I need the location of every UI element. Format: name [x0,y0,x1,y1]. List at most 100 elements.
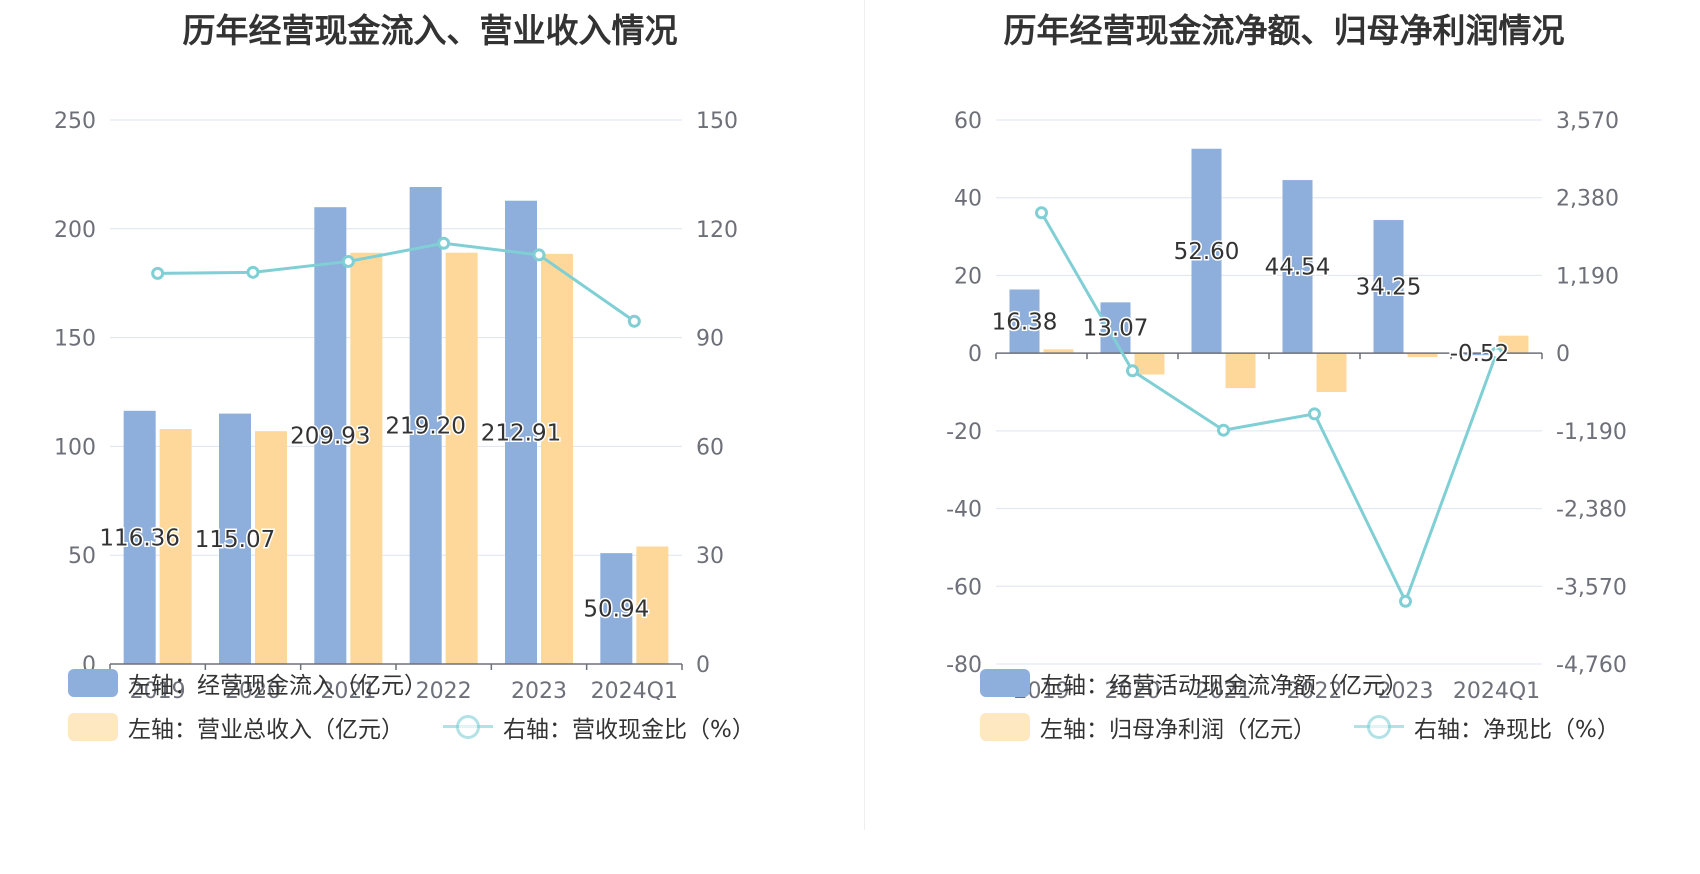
line-point [246,265,260,279]
x-tick-label: 2022 [416,679,472,700]
line-point [1490,346,1503,360]
chart-legend: 左轴：经营活动现金流净额（亿元） 左轴：归母净利润（亿元） 右轴：净现比（%） [868,660,1700,743]
data-label: 16.38 [992,309,1058,335]
x-tick-label: 2023 [511,679,567,700]
data-label: -0.52 [1450,341,1510,367]
data-label: 115.07 [195,527,275,553]
legend-item-net-profit[interactable]: 左轴：归母净利润（亿元） [980,710,1316,744]
line-point [532,248,546,262]
y-tick-label-left: 200 [54,218,96,243]
bar-series-1 [409,187,442,664]
y-tick-label-left: 20 [954,264,982,289]
bar-series-1 [314,207,347,664]
data-label: 50.94 [583,597,649,623]
legend-item-cash-inflow[interactable]: 左轴：经营现金流入（亿元） [68,666,427,700]
bar-series-2 [1498,335,1529,354]
x-tick-label: 2024Q1 [1453,679,1540,700]
legend-item-net-cash-ratio[interactable]: 右轴：净现比（%） [1354,710,1620,744]
bar-series-1 [123,410,156,664]
line-point [1399,594,1412,608]
y-tick-label-right: 90 [696,327,724,352]
bar-series-2 [1225,353,1256,389]
bar-series-1 [505,200,537,665]
bar-series-2 [541,253,573,664]
data-label: 209.93 [290,424,370,450]
y-tick-label-left: -80 [946,653,982,678]
bar-series-2 [255,431,287,664]
data-label: 212.91 [481,420,561,446]
bar-series-1 [1100,302,1131,354]
bar-series-1 [219,413,251,664]
x-tick-label: 2022 [1287,679,1343,700]
chart-title: 历年经营现金流入、营业收入情况 [182,11,678,50]
line-point [627,314,641,328]
x-tick-label: 2021 [320,679,376,700]
legend-label: 左轴：归母净利润（亿元） [1040,717,1316,743]
chart-legend: 左轴：经营现金流入（亿元） 左轴：营业总收入（亿元） 右轴：营收现金比（%） [0,660,860,743]
x-tick-label: 2024Q1 [591,679,678,700]
panel-divider [864,0,865,830]
data-label: 44.54 [1265,255,1331,281]
line-point [1035,206,1048,220]
y-tick-label-right: -3,570 [1556,575,1627,600]
bar-series-1 [1282,180,1313,354]
legend-swatch-bar [980,713,1030,741]
x-tick-label: 2020 [1105,679,1161,700]
y-tick-label-right: -1,190 [1556,420,1627,445]
legend-item-revenue[interactable]: 左轴：营业总收入（亿元） [68,710,404,744]
y-tick-label-left: 0 [968,342,982,367]
bar-series-2 [1134,353,1165,375]
y-tick-label-right: 60 [696,435,724,460]
left-chart-panel: 历年经营现金流入、营业收入情况 250 150 200 120 150 90 100 60 50… [0,11,860,743]
data-label: 34.25 [1356,275,1422,301]
y-tick-label-right: 3,570 [1556,109,1619,134]
line-series [1040,211,1498,606]
bar-series-1 [1373,220,1404,354]
bar-series-2 [1316,353,1347,392]
line-series [157,241,636,323]
legend-swatch-bar [980,669,1030,697]
line-point [1308,407,1321,421]
bar-series-2 [1407,353,1438,358]
bar-series-2 [636,546,669,664]
bar-series-1 [1464,353,1495,356]
y-tick-label-right: 30 [696,544,724,569]
data-label: 219.20 [385,414,465,440]
y-tick-label-left: 100 [54,435,96,460]
line-point [1126,364,1139,378]
y-tick-label-right: 150 [696,109,738,134]
line-point [341,254,355,268]
bar-series-1 [1191,148,1222,354]
y-tick-label-left: -40 [946,498,982,523]
data-label: 52.60 [1174,239,1240,265]
y-tick-label-right: 2,380 [1556,187,1619,212]
x-tick-label: 2020 [225,679,281,700]
y-tick-label-right: -2,380 [1556,498,1627,523]
legend-swatch-bar [68,669,118,697]
bar-series-2 [159,428,192,664]
legend-item-net-cashflow[interactable]: 左轴：经营活动现金流净额（亿元） [980,666,1408,700]
legend-swatch-bar [68,713,118,741]
y-tick-label-left: 50 [68,544,96,569]
line-point [437,236,451,250]
y-tick-label-left: 40 [954,187,982,212]
x-tick-label: 2023 [1378,679,1434,700]
legend-label: 左轴：经营现金流入（亿元） [128,673,427,699]
bar-series-1 [600,553,633,664]
legend-item-revenue-cash-ratio[interactable]: 右轴：营收现金比（%） [443,710,755,744]
y-tick-label-right: -4,760 [1556,653,1627,678]
y-tick-label-left: -20 [946,420,982,445]
right-chart-panel: 历年经营现金流净额、归母净利润情况 60 3,570 40 2,380 20 1,190 0… [868,0,1700,874]
x-tick-label: 2019 [130,679,186,700]
x-tick-label: 2021 [1196,679,1252,700]
bar-series-1 [1009,289,1040,354]
bar-series-2 [1043,349,1074,354]
net-cashflow-profit-chart: 60 3,570 40 2,380 20 1,190 0 0 -20 -1,190 -40 -2,38… [946,109,1627,700]
y-tick-label-left: 150 [54,327,96,352]
bar-series-2 [350,252,383,664]
y-tick-label-right: 1,190 [1556,264,1619,289]
data-label: 116.36 [99,525,179,551]
line-point [1217,423,1230,437]
data-label: 13.07 [1083,316,1149,342]
legend-swatch-line [443,713,493,741]
